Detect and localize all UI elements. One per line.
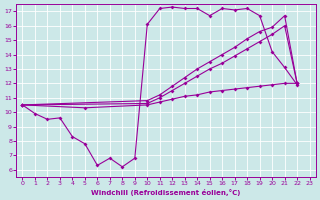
X-axis label: Windchill (Refroidissement éolien,°C): Windchill (Refroidissement éolien,°C) [91,189,241,196]
